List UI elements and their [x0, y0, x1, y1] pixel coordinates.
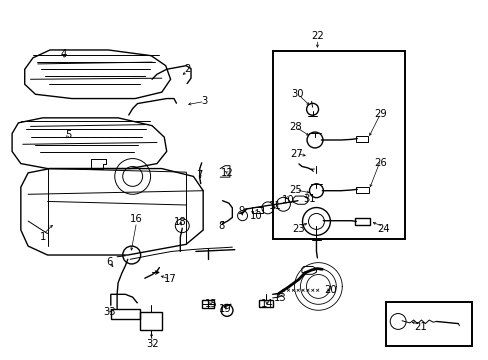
Text: 26: 26	[373, 158, 386, 168]
Bar	[111, 309, 140, 319]
Text: 13: 13	[274, 293, 286, 303]
Text: 10: 10	[282, 195, 294, 205]
Text: 10: 10	[249, 211, 262, 221]
Text: 18: 18	[174, 217, 186, 227]
Text: 14: 14	[260, 299, 273, 309]
Text: 25: 25	[289, 185, 302, 195]
Text: 23: 23	[292, 224, 305, 234]
Bar	[356, 187, 368, 193]
Bar	[252, 207, 263, 213]
Text: 33: 33	[103, 307, 115, 317]
Text: 16: 16	[130, 214, 142, 224]
Bar	[259, 300, 272, 307]
Text: 31: 31	[303, 194, 315, 203]
Text: 28: 28	[289, 122, 302, 132]
Text: 8: 8	[218, 221, 224, 231]
Text: 22: 22	[310, 31, 323, 41]
Text: 19: 19	[218, 304, 231, 314]
Bar	[272, 51, 404, 239]
Text: 29: 29	[373, 109, 386, 118]
Text: 2: 2	[183, 64, 190, 73]
Text: 4: 4	[61, 49, 67, 59]
Text: 7: 7	[196, 170, 203, 180]
Bar	[385, 302, 471, 346]
Text: 24: 24	[376, 224, 389, 234]
Text: 15: 15	[204, 299, 217, 309]
Text: 17: 17	[164, 274, 177, 284]
Text: 3: 3	[201, 96, 207, 106]
Text: 5: 5	[65, 130, 72, 140]
Text: 9: 9	[238, 206, 244, 216]
Bar	[201, 300, 214, 307]
Bar	[355, 218, 369, 225]
Text: 20: 20	[323, 285, 336, 295]
Text: 27: 27	[290, 149, 303, 158]
Text: 32: 32	[145, 339, 158, 349]
Text: 21: 21	[413, 322, 426, 332]
Text: 1: 1	[40, 232, 46, 242]
Bar	[356, 136, 367, 142]
Text: 12: 12	[221, 168, 233, 178]
Text: 30: 30	[291, 89, 304, 99]
Text: 6: 6	[106, 257, 112, 267]
Text: 11: 11	[269, 201, 282, 211]
